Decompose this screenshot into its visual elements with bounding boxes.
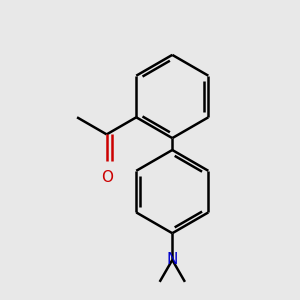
Text: O: O xyxy=(101,170,113,185)
Text: N: N xyxy=(167,253,178,268)
